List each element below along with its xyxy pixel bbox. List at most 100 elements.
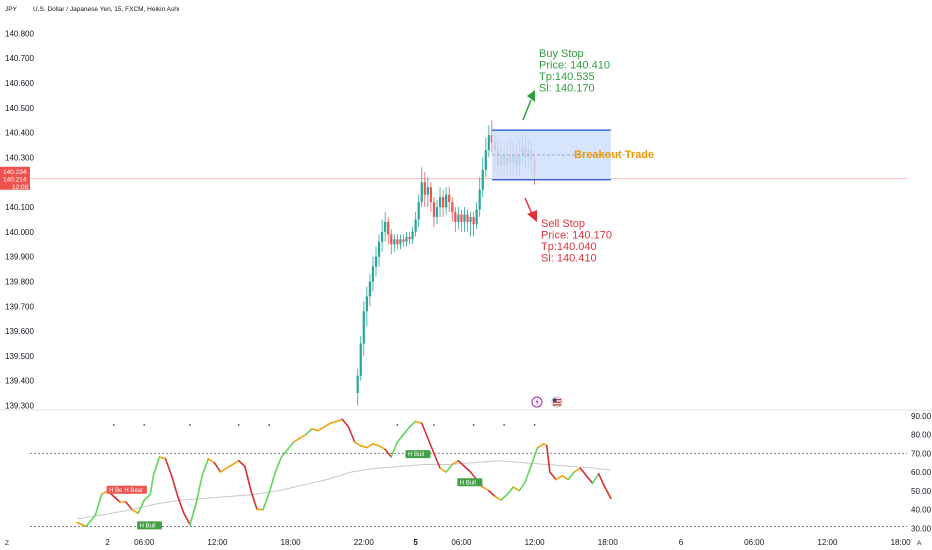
candle-body (399, 239, 402, 245)
osc-line-segment (231, 459, 240, 466)
sell-stop-text: Price: 140.170 (541, 230, 612, 242)
candle-body (365, 296, 368, 312)
corner-icons[interactable]: Z A (5, 540, 922, 547)
osc-line-segment (372, 443, 380, 447)
last-price-badge (0, 166, 30, 190)
candle-body (405, 236, 408, 242)
buy-arrow-head (527, 90, 535, 102)
osc-line-segment (488, 489, 496, 498)
osc-line-segment (567, 471, 576, 481)
zoom-z-icon[interactable]: Z (5, 540, 9, 547)
signal-tag[interactable] (405, 450, 431, 459)
candle-body (359, 343, 362, 376)
osc-line-segment (131, 508, 139, 515)
osc-line-segment (329, 420, 338, 425)
signal-tag[interactable] (121, 485, 147, 494)
osc-line-segment (311, 428, 319, 432)
osc-line-segment (512, 486, 521, 492)
breakout-label: Breakout Trade (574, 149, 654, 161)
candle-body (429, 187, 432, 203)
time-tick-label: 2 (105, 538, 110, 547)
signal-tag-label: H Bull (408, 452, 424, 458)
osc-line-segment (402, 426, 411, 436)
candle-body (478, 189, 481, 210)
osc-line-segment (298, 433, 307, 440)
signal-marker-dot (268, 424, 271, 426)
osc-line-segment (451, 459, 460, 466)
last-price-label: 12:08 (12, 184, 29, 191)
candle-body (414, 219, 417, 232)
osc-line-segment (143, 493, 152, 501)
sell-arrow-shaft (524, 197, 533, 215)
candle-body (420, 182, 423, 203)
signal-marker-dot (143, 424, 146, 426)
price-tick-label: 140.700 (5, 54, 34, 63)
osc-line-segment (408, 420, 417, 428)
osc-line-segment (433, 452, 441, 470)
osc-line-segment (170, 474, 179, 498)
osc-line-segment (305, 428, 313, 436)
osc-line-segment (280, 448, 289, 458)
osc-line-segment (500, 493, 508, 501)
osc-line-segment (76, 521, 88, 528)
auto-scale-icon[interactable]: A (917, 540, 922, 547)
osc-line-segment (152, 456, 161, 477)
osc-line-segment (219, 467, 228, 473)
osc-line-segment (201, 458, 210, 477)
candle-body (484, 149, 487, 170)
osc-line-segment (366, 443, 374, 449)
signal-marker-dot (433, 424, 435, 426)
osc-line-segment (445, 463, 454, 473)
osc-line-segment (463, 465, 472, 473)
symbol-label: JPY (5, 6, 18, 13)
osc-line-segment (390, 441, 399, 458)
price-tick-label: 140.000 (5, 228, 34, 237)
osc-line-segment (439, 467, 447, 473)
candle-body (463, 214, 466, 222)
signal-tag-label: H Bull (460, 480, 476, 486)
osc-line-segment (85, 514, 97, 528)
candle-body (448, 194, 451, 203)
candle-body (390, 234, 393, 245)
osc-line-segment (561, 474, 569, 481)
last-price-label: 140.214 (3, 176, 27, 183)
price-tick-label: 139.700 (5, 302, 34, 311)
candle-body (408, 236, 411, 240)
candle-body (417, 202, 420, 220)
osc-line-segment (323, 422, 332, 428)
news-icons[interactable] (531, 396, 563, 408)
signal-marker-dot (533, 424, 536, 426)
candle-body (411, 231, 414, 240)
osc-ma-line (77, 460, 611, 520)
osc-tick-label: 30.00 (911, 524, 932, 533)
time-tick-label: 12:00 (817, 538, 838, 547)
candle-body (472, 216, 475, 225)
osc-tick-label: 50.00 (911, 487, 932, 496)
time-tick-label: 18:00 (891, 538, 912, 547)
time-tick-label: 06:00 (134, 538, 155, 547)
breakout-box[interactable] (491, 130, 611, 180)
osc-line-segment (396, 433, 405, 443)
candle-body (356, 375, 359, 394)
osc-line-segment (207, 458, 216, 464)
osc-line-segment (183, 512, 191, 526)
osc-line-segment (225, 463, 234, 470)
price-tick-label: 140.600 (5, 79, 34, 88)
price-tick-label: 140.300 (5, 153, 34, 162)
osc-line-segment (317, 426, 325, 432)
candle-body (426, 187, 429, 195)
osc-line-segment (545, 444, 551, 473)
candle-body (445, 194, 448, 208)
time-tick-label: 22:00 (354, 538, 375, 547)
signal-tag[interactable] (457, 478, 483, 487)
signal-tag[interactable] (137, 521, 163, 530)
time-tick-label: 06:00 (451, 538, 472, 547)
price-tick-label: 140.400 (5, 129, 34, 138)
osc-line-segment (549, 471, 557, 481)
candle-body (457, 214, 460, 222)
buy-stop-text: Price: 140.410 (539, 60, 610, 72)
osc-line-segment (347, 426, 356, 443)
osc-line-segment (268, 471, 277, 494)
osc-line-segment (384, 448, 393, 458)
